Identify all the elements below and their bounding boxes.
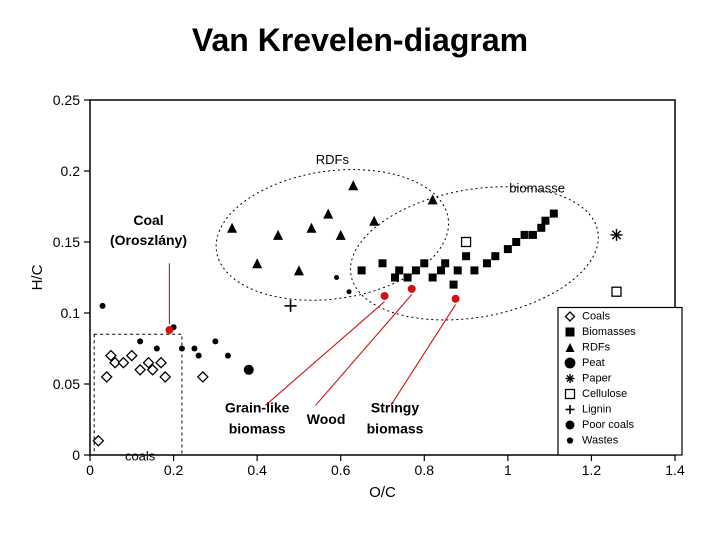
svg-text:Biomasses: Biomasses — [582, 326, 636, 338]
svg-text:0.2: 0.2 — [164, 462, 184, 478]
svg-text:Stringy: Stringy — [371, 399, 419, 415]
svg-text:0.6: 0.6 — [331, 462, 351, 478]
svg-text:biomass: biomass — [367, 421, 424, 437]
svg-text:Wastes: Wastes — [582, 435, 619, 447]
svg-text:0.1: 0.1 — [61, 305, 81, 321]
svg-text:Paper: Paper — [582, 373, 612, 385]
svg-text:Coals: Coals — [582, 311, 611, 323]
svg-text:Poor coals: Poor coals — [582, 419, 634, 431]
slide: Van Krevelen-diagram 0 0.2 0.4 0.6 0.8 1 1.2 1.… — [0, 0, 720, 540]
svg-text:0: 0 — [72, 447, 80, 463]
svg-text:1.4: 1.4 — [665, 462, 685, 478]
svg-text:1.2: 1.2 — [582, 462, 602, 478]
svg-text:0: 0 — [86, 462, 94, 478]
svg-text:0.25: 0.25 — [53, 92, 80, 108]
svg-text:O/C: O/C — [369, 484, 396, 501]
svg-text:H/C: H/C — [29, 264, 46, 290]
svg-text:biomass: biomass — [229, 421, 286, 437]
svg-text:coals: coals — [125, 449, 156, 464]
svg-text:RDFs: RDFs — [316, 152, 350, 167]
svg-text:1: 1 — [504, 462, 512, 478]
van-krevelen-scatter: 0 0.2 0.4 0.6 0.8 1 1.2 1.4 0 0.05 0.1 0.15 0.2 0.25 O… — [20, 80, 700, 510]
svg-text:0.05: 0.05 — [53, 376, 80, 392]
svg-text:Wood: Wood — [307, 411, 346, 427]
page-title: Van Krevelen-diagram — [0, 22, 720, 59]
svg-text:biomasse: biomasse — [509, 180, 565, 195]
svg-text:0.8: 0.8 — [415, 462, 435, 478]
svg-text:Lignin: Lignin — [582, 404, 611, 416]
svg-text:(Oroszlány): (Oroszlány) — [110, 232, 187, 248]
svg-text:Grain-like: Grain-like — [225, 399, 290, 415]
svg-text:Peat: Peat — [582, 357, 605, 369]
svg-text:0.4: 0.4 — [247, 462, 267, 478]
svg-text:0.2: 0.2 — [61, 163, 81, 179]
svg-text:Cellulose: Cellulose — [582, 388, 627, 400]
svg-text:0.15: 0.15 — [53, 234, 80, 250]
svg-text:Coal: Coal — [133, 212, 163, 228]
svg-text:RDFs: RDFs — [582, 342, 611, 354]
